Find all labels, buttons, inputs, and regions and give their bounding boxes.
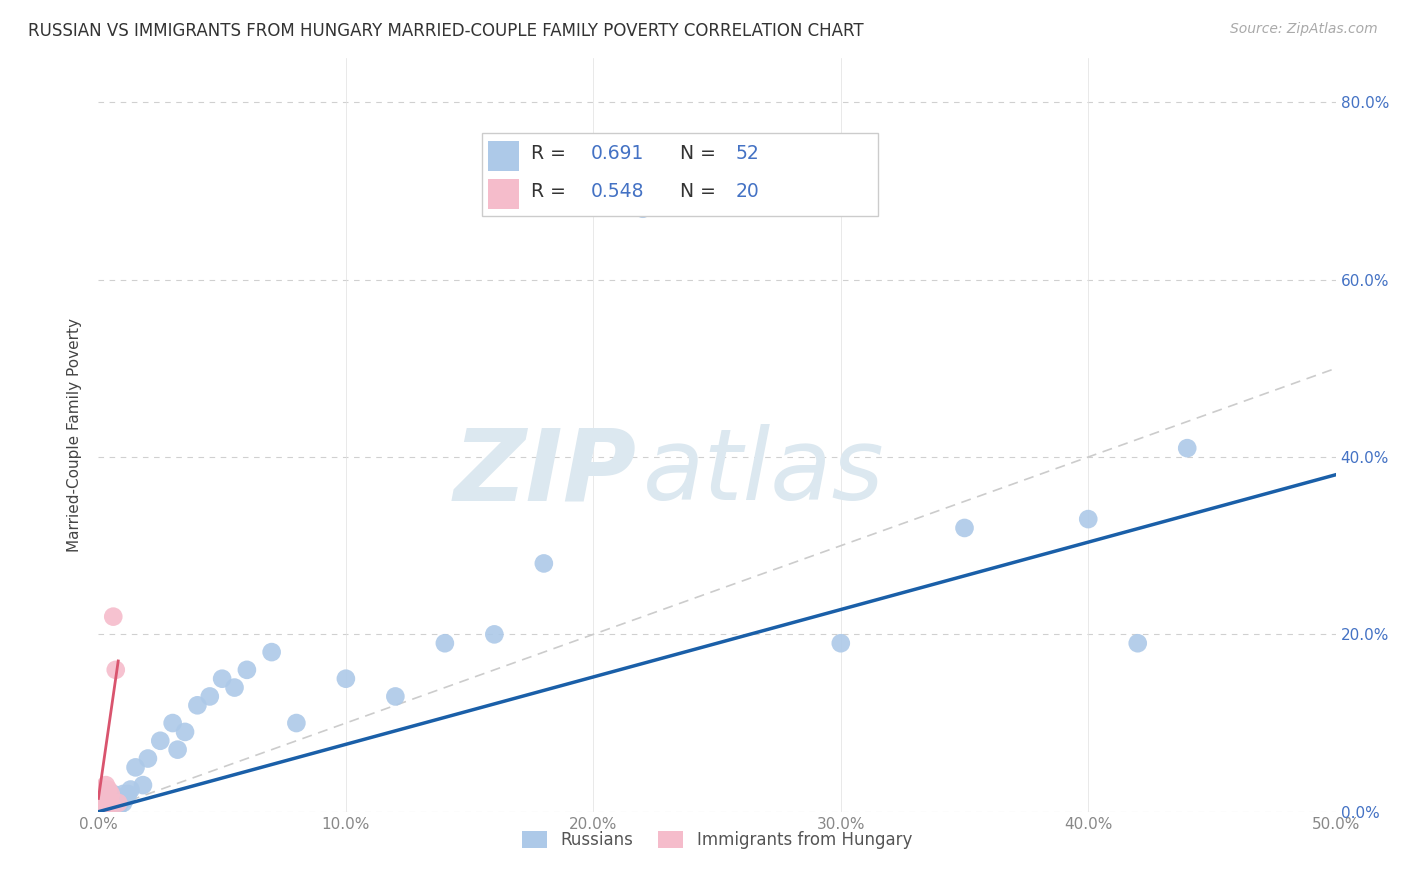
Point [94, 796, 117, 810]
Text: 0.548: 0.548 [591, 182, 644, 201]
Point [93, 782, 115, 797]
Point [97, 791, 120, 805]
Point [114, 791, 136, 805]
Point [94, 800, 117, 814]
Point [94, 787, 117, 801]
Point [107, 800, 129, 814]
Point [110, 791, 132, 805]
Point [120, 782, 142, 797]
Point [93, 800, 115, 814]
Text: 52: 52 [735, 145, 759, 163]
Point [90, 796, 112, 810]
Legend: Russians, Immigrants from Hungary: Russians, Immigrants from Hungary [516, 824, 918, 856]
Point [94, 800, 117, 814]
Text: atlas: atlas [643, 424, 884, 521]
FancyBboxPatch shape [488, 141, 519, 171]
Point [104, 663, 127, 677]
Point [236, 663, 259, 677]
Point [90, 787, 112, 801]
Point [162, 716, 184, 731]
Point [90, 800, 112, 814]
Point [94, 796, 117, 810]
Point [384, 690, 406, 704]
Point [103, 787, 125, 801]
Point [124, 760, 146, 774]
Point [112, 787, 135, 801]
Point [107, 796, 129, 810]
Point [100, 787, 122, 801]
Point [631, 202, 654, 216]
Text: Source: ZipAtlas.com: Source: ZipAtlas.com [1230, 22, 1378, 37]
Point [93, 796, 115, 810]
FancyBboxPatch shape [482, 134, 877, 216]
Point [953, 521, 976, 535]
Point [94, 787, 117, 801]
Point [211, 672, 233, 686]
Text: ZIP: ZIP [454, 424, 637, 521]
Point [174, 725, 197, 739]
Point [335, 672, 357, 686]
Point [104, 800, 127, 814]
Point [132, 778, 155, 792]
Point [433, 636, 456, 650]
Text: R =: R = [531, 145, 572, 163]
Text: N =: N = [681, 145, 721, 163]
Point [97, 791, 120, 805]
Text: N =: N = [681, 182, 721, 201]
Point [186, 698, 208, 713]
Point [224, 681, 246, 695]
Point [112, 796, 135, 810]
Point [90, 796, 112, 810]
Point [100, 800, 122, 814]
Point [830, 636, 852, 650]
Y-axis label: Married-Couple Family Poverty: Married-Couple Family Poverty [67, 318, 83, 552]
Point [94, 778, 117, 792]
Point [100, 796, 122, 810]
Point [97, 782, 120, 797]
Point [93, 800, 115, 814]
Point [100, 796, 122, 810]
Text: R =: R = [531, 182, 572, 201]
Point [1126, 636, 1149, 650]
Point [90, 800, 112, 814]
Point [97, 796, 120, 810]
Point [100, 791, 122, 805]
Point [1077, 512, 1099, 526]
Point [97, 796, 120, 810]
Point [166, 742, 188, 756]
Point [93, 796, 115, 810]
Point [285, 716, 308, 731]
Text: 0.691: 0.691 [591, 145, 644, 163]
Point [198, 690, 221, 704]
Point [97, 800, 120, 814]
Text: RUSSIAN VS IMMIGRANTS FROM HUNGARY MARRIED-COUPLE FAMILY POVERTY CORRELATION CHA: RUSSIAN VS IMMIGRANTS FROM HUNGARY MARRI… [28, 22, 863, 40]
Point [97, 800, 120, 814]
FancyBboxPatch shape [488, 178, 519, 209]
Point [107, 796, 129, 810]
Point [93, 791, 115, 805]
Point [484, 627, 506, 641]
Point [104, 796, 127, 810]
Point [103, 800, 125, 814]
Point [533, 557, 555, 571]
Point [1175, 441, 1198, 455]
Point [117, 787, 139, 801]
Point [103, 609, 125, 624]
Point [93, 791, 115, 805]
Point [260, 645, 283, 659]
Point [103, 796, 125, 810]
Text: 20: 20 [735, 182, 759, 201]
Point [149, 733, 172, 747]
Point [136, 751, 159, 765]
